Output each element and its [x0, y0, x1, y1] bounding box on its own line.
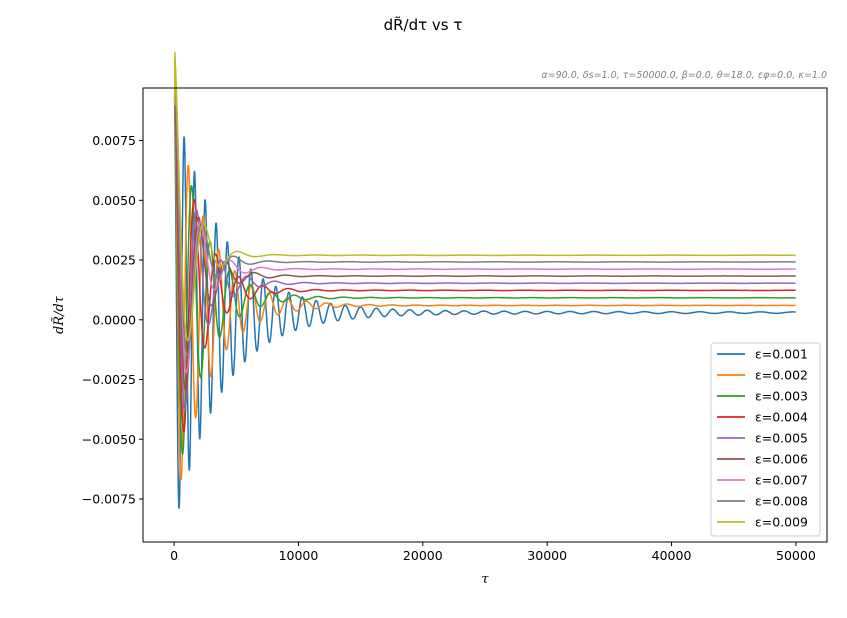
plot-frame: [142, 87, 828, 543]
legend-entry: ε=0.005: [755, 431, 808, 446]
y-tick-label: 0.0000: [92, 312, 136, 327]
y-tick-label: 0.0025: [92, 253, 136, 268]
legend-entry: ε=0.006: [755, 452, 808, 467]
legend-entry: ε=0.009: [755, 515, 808, 530]
legend-box: [710, 342, 821, 537]
x-tick-label: 10000: [279, 548, 319, 563]
x-tick-label: 20000: [403, 548, 443, 563]
legend-entry: ε=0.002: [755, 368, 808, 383]
series-line: [173, 86, 796, 433]
series-line: [173, 103, 796, 509]
series-line: [173, 51, 796, 342]
x-tick-label: 50000: [776, 548, 816, 563]
y-tick-label: 0.0050: [92, 193, 136, 208]
legend-entry: ε=0.008: [755, 494, 808, 509]
series-layer: [173, 51, 796, 509]
x-axis: 0 10000 20000 30000 40000 50000: [170, 542, 816, 563]
series-line: [173, 79, 796, 412]
legend-entry: ε=0.003: [755, 389, 808, 404]
series-line: [173, 95, 796, 455]
series-line: [173, 71, 796, 392]
y-axis-label: dR̃/dτ: [51, 295, 67, 334]
y-tick-label: −0.0050: [82, 432, 136, 447]
y-axis: −0.0075 −0.0050 −0.0025 0.0000 0.0025 0.0050 0…: [82, 133, 143, 506]
x-tick-label: 30000: [527, 548, 567, 563]
series-line: [173, 58, 796, 357]
x-tick-label: 0: [170, 548, 178, 563]
y-tick-label: −0.0075: [82, 491, 136, 506]
x-tick-label: 40000: [652, 548, 692, 563]
x-axis-label: τ: [481, 572, 489, 587]
y-tick-label: −0.0025: [82, 372, 136, 387]
legend-entry: ε=0.001: [755, 347, 808, 362]
legend: ε=0.001 ε=0.002 ε=0.003 ε=0.004 ε=0.005 ε=0.0…: [710, 342, 821, 537]
y-tick-label: 0.0075: [92, 133, 136, 148]
legend-entry: ε=0.007: [755, 473, 808, 488]
series-line: [173, 65, 796, 374]
chart-subtitle: α=90.0, δs=1.0, τ=50000.0, β=0.0, θ=18.0…: [541, 70, 827, 81]
series-line: [173, 103, 796, 481]
legend-entry: ε=0.004: [755, 410, 808, 425]
chart-title: dR̃/dτ vs τ: [384, 15, 463, 34]
